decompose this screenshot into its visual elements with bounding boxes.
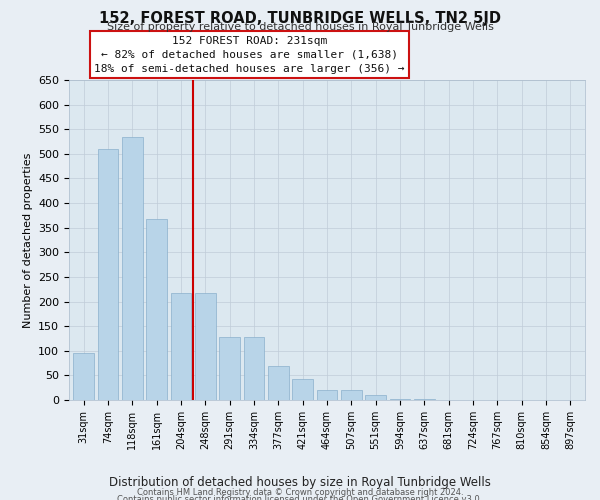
Bar xyxy=(195,292,215,400)
Bar xyxy=(122,136,143,400)
Y-axis label: Number of detached properties: Number of detached properties xyxy=(23,152,32,328)
Bar xyxy=(268,366,289,400)
Text: 152 FOREST ROAD: 231sqm
← 82% of detached houses are smaller (1,638)
18% of semi: 152 FOREST ROAD: 231sqm ← 82% of detache… xyxy=(94,36,405,74)
Bar xyxy=(365,395,386,400)
Bar xyxy=(98,149,118,400)
Bar xyxy=(414,399,435,400)
Text: Size of property relative to detached houses in Royal Tunbridge Wells: Size of property relative to detached ho… xyxy=(107,22,493,32)
Bar xyxy=(244,337,265,400)
Bar xyxy=(292,379,313,400)
Bar xyxy=(170,292,191,400)
Bar xyxy=(389,399,410,400)
Bar xyxy=(219,337,240,400)
Text: Distribution of detached houses by size in Royal Tunbridge Wells: Distribution of detached houses by size … xyxy=(109,476,491,489)
Text: Contains HM Land Registry data © Crown copyright and database right 2024.: Contains HM Land Registry data © Crown c… xyxy=(137,488,463,497)
Text: 152, FOREST ROAD, TUNBRIDGE WELLS, TN2 5JD: 152, FOREST ROAD, TUNBRIDGE WELLS, TN2 5… xyxy=(99,11,501,26)
Bar xyxy=(341,390,362,400)
Bar xyxy=(317,390,337,400)
Bar xyxy=(73,353,94,400)
Text: Contains public sector information licensed under the Open Government Licence v3: Contains public sector information licen… xyxy=(118,495,482,500)
Bar xyxy=(146,219,167,400)
